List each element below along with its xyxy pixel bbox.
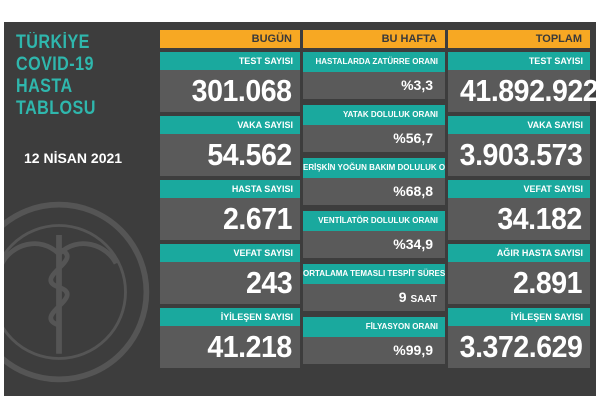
- card-value: 301.068: [160, 70, 300, 112]
- card-label: VEFAT SAYISI: [448, 180, 590, 198]
- total-death-card: VEFAT SAYISI 34.182: [448, 180, 590, 240]
- week-icu-card: ERİŞKİN YOĞUN BAKIM DOLULUK ORANI %68,8: [303, 158, 445, 205]
- title-line: HASTA: [16, 76, 73, 97]
- today-column: BUGÜN TEST SAYISI 301.068 VAKA SAYISI 54…: [160, 30, 300, 368]
- week-column: BU HAFTA HASTALARDA ZATÜRRE ORANI %3,3 Y…: [303, 30, 445, 364]
- card-value: 9 SAAT: [303, 284, 445, 311]
- total-case-card: VAKA SAYISI 3.903.573: [448, 116, 590, 176]
- card-label: İYİLEŞEN SAYISI: [448, 308, 590, 326]
- week-contact-card: ORTALAMA TEMASLI TESPİT SÜRESİ 9 SAAT: [303, 264, 445, 311]
- total-recovered-card: İYİLEŞEN SAYISI 3.372.629: [448, 308, 590, 368]
- card-label: VEFAT SAYISI: [160, 244, 300, 262]
- card-value: 34.182: [448, 198, 590, 240]
- week-filiation-card: FİLYASYON ORANI %99,9: [303, 317, 445, 364]
- card-label: VAKA SAYISI: [448, 116, 590, 134]
- card-value: %99,9: [303, 337, 445, 364]
- card-value: 41.218: [160, 326, 300, 368]
- card-value: %34,9: [303, 231, 445, 258]
- card-value: %56,7: [303, 125, 445, 152]
- today-header: BUGÜN: [160, 30, 300, 48]
- total-header: TOPLAM: [448, 30, 590, 48]
- card-value: 2.891: [448, 262, 590, 304]
- card-value: 3.903.573: [448, 134, 590, 176]
- today-patient-card: HASTA SAYISI 2.671: [160, 180, 300, 240]
- card-label: AĞIR HASTA SAYISI: [448, 244, 590, 262]
- covid-dashboard: TÜRKİYE COVID-19 HASTA TABLOSU 12 NİSAN …: [4, 22, 596, 396]
- week-ventilator-card: VENTİLATÖR DOLULUK ORANI %34,9: [303, 211, 445, 258]
- card-label: HASTA SAYISI: [160, 180, 300, 198]
- card-value: 2.671: [160, 198, 300, 240]
- total-test-card: TEST SAYISI 41.892.922: [448, 52, 596, 112]
- total-severe-card: AĞIR HASTA SAYISI 2.891: [448, 244, 590, 304]
- card-label: ORTALAMA TEMASLI TESPİT SÜRESİ: [303, 264, 445, 284]
- card-label: ERİŞKİN YOĞUN BAKIM DOLULUK ORANI: [303, 158, 445, 178]
- today-recovered-card: İYİLEŞEN SAYISI 41.218: [160, 308, 300, 368]
- card-value: 41.892.922: [448, 70, 596, 112]
- card-label: VENTİLATÖR DOLULUK ORANI: [303, 211, 445, 231]
- week-pneumonia-card: HASTALARDA ZATÜRRE ORANI %3,3: [303, 52, 445, 99]
- card-label: YATAK DOLULUK ORANI: [303, 105, 445, 125]
- card-value: 3.372.629: [448, 326, 590, 368]
- card-value: 54.562: [160, 134, 300, 176]
- card-value: 243: [160, 262, 300, 304]
- card-label: VAKA SAYISI: [160, 116, 300, 134]
- today-case-card: VAKA SAYISI 54.562: [160, 116, 300, 176]
- week-bed-card: YATAK DOLULUK ORANI %56,7: [303, 105, 445, 152]
- today-test-card: TEST SAYISI 301.068: [160, 52, 300, 112]
- ministry-emblem-icon: [4, 201, 150, 383]
- card-label: HASTALARDA ZATÜRRE ORANI: [303, 52, 445, 72]
- card-label: TEST SAYISI: [160, 52, 300, 70]
- card-value: %68,8: [303, 178, 445, 205]
- dashboard-title: TÜRKİYE COVID-19 HASTA TABLOSU: [16, 32, 156, 120]
- week-header: BU HAFTA: [303, 30, 445, 48]
- title-line: TÜRKİYE: [16, 32, 90, 53]
- card-label: TEST SAYISI: [448, 52, 590, 70]
- title-line: TABLOSU: [16, 98, 96, 119]
- today-death-card: VEFAT SAYISI 243: [160, 244, 300, 304]
- card-label: İYİLEŞEN SAYISI: [160, 308, 300, 326]
- total-column: TOPLAM TEST SAYISI 41.892.922 VAKA SAYIS…: [448, 30, 596, 368]
- title-line: COVID-19: [16, 54, 94, 75]
- report-date: 12 NİSAN 2021: [24, 150, 123, 166]
- card-value: %3,3: [303, 72, 445, 99]
- card-label: FİLYASYON ORANI: [303, 317, 445, 337]
